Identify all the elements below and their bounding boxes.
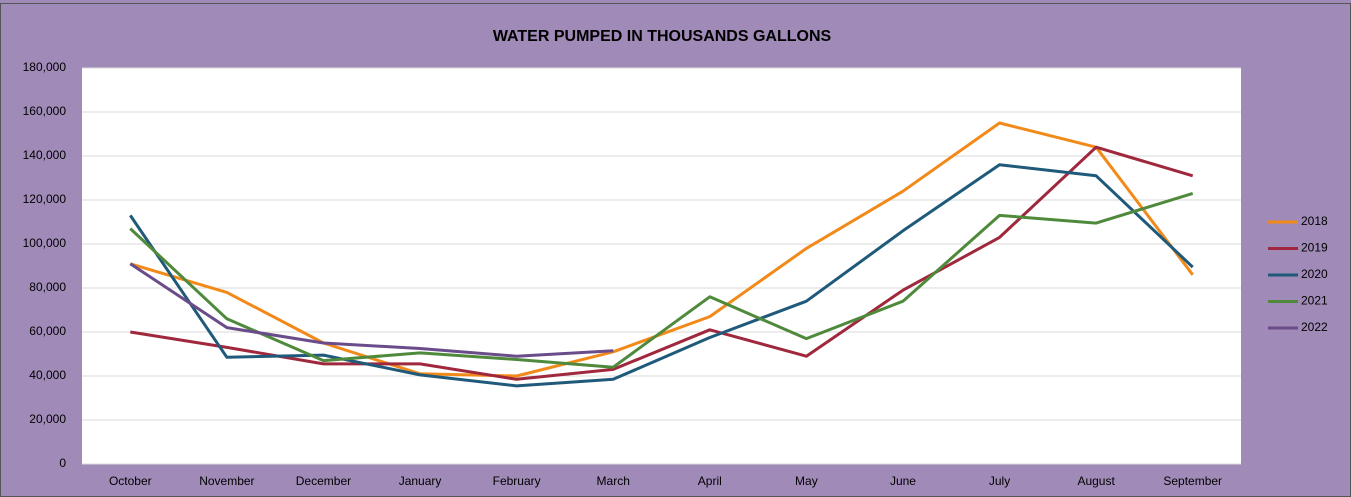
x-tick-label: July — [989, 474, 1010, 488]
x-tick-label: November — [199, 474, 254, 488]
plot-area — [82, 68, 1241, 464]
legend-label: 2021 — [1301, 294, 1328, 308]
y-tick-label: 40,000 — [29, 368, 66, 382]
y-tick-label: 180,000 — [23, 60, 67, 74]
series-line — [130, 145, 1194, 381]
y-tick-label: 140,000 — [23, 148, 67, 162]
series-line — [129, 191, 1194, 369]
y-tick-label: 100,000 — [23, 236, 67, 250]
x-tick-label: October — [109, 474, 152, 488]
x-tick-label: September — [1163, 474, 1222, 488]
chart-title: WATER PUMPED IN THOUSANDS GALLONS — [493, 28, 832, 45]
x-tick-label: January — [399, 474, 442, 488]
y-tick-label: 0 — [59, 456, 66, 470]
y-tick-label: 80,000 — [29, 280, 66, 294]
legend-label: 2018 — [1301, 214, 1328, 228]
y-tick-label: 60,000 — [29, 324, 66, 338]
y-tick-label: 120,000 — [23, 192, 67, 206]
x-tick-label: May — [795, 474, 818, 488]
y-tick-label: 160,000 — [23, 104, 67, 118]
x-tick-label: April — [698, 474, 722, 488]
x-tick-label: March — [597, 474, 630, 488]
y-tick-label: 20,000 — [29, 412, 66, 426]
series-line — [129, 121, 1194, 378]
x-tick-label: February — [493, 474, 541, 488]
series-line — [129, 262, 614, 358]
legend-label: 2022 — [1301, 320, 1328, 334]
x-tick-label: December — [296, 474, 351, 488]
x-tick-label: June — [890, 474, 916, 488]
x-tick-label: August — [1077, 474, 1115, 488]
legend-label: 2019 — [1301, 241, 1328, 255]
series-line — [129, 163, 1194, 388]
legend-label: 2020 — [1301, 267, 1328, 281]
